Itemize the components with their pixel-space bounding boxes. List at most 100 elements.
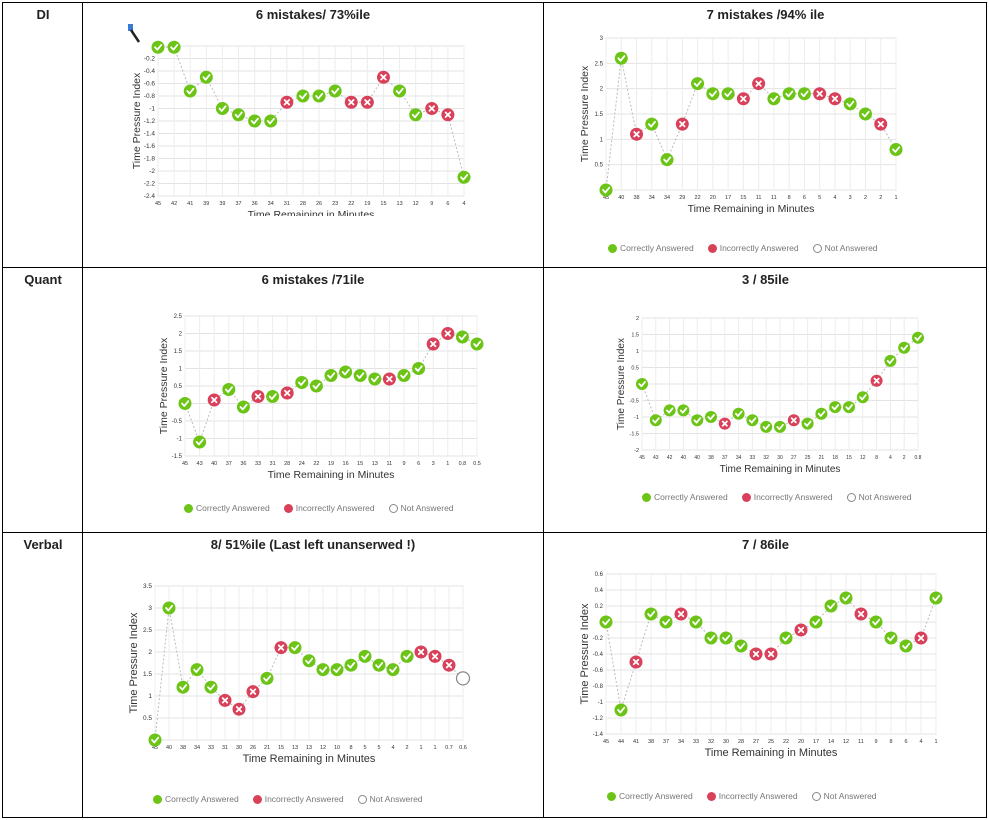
legend-label: Not Answered [369, 794, 423, 804]
legend-empty-circle-icon [388, 503, 398, 513]
point-circle [386, 663, 400, 677]
check-icon [800, 90, 809, 98]
x-tick-label: 13 [292, 745, 298, 751]
x-tick-label: 15 [278, 745, 284, 751]
point-circle [330, 663, 344, 677]
point-circle [912, 331, 924, 344]
x-tick-label: 43 [197, 461, 203, 467]
legend-empty-circle-icon [846, 492, 856, 502]
cross-icon [797, 626, 805, 634]
chart-legend: Correctly Answered Incorrectly Answered … [608, 243, 878, 253]
y-tick-label: 2.5 [595, 61, 604, 67]
x-tick-label: 0.5 [473, 461, 481, 467]
y-tick-label: -0.2 [144, 56, 156, 63]
chart-title: 3 / 85ile [742, 272, 789, 287]
point-circle [929, 591, 943, 605]
x-tick-label: 33 [750, 455, 756, 461]
correct-point [599, 615, 613, 629]
cross-icon [679, 120, 686, 128]
correct-point [358, 649, 372, 663]
check-icon [186, 87, 195, 95]
check-icon [319, 666, 328, 673]
correct-point [312, 89, 326, 103]
check-icon [151, 736, 160, 744]
x-tick-label: 28 [300, 201, 306, 207]
point-circle [295, 376, 309, 389]
correct-point [167, 40, 181, 54]
x-axis-label: Time Remaining in Minutes [268, 469, 395, 481]
x-tick-label: 5 [363, 745, 366, 751]
point-circle [353, 369, 367, 382]
incorrect-point [232, 702, 246, 716]
check-icon [776, 423, 784, 431]
correct-point [912, 331, 924, 344]
check-icon [679, 407, 688, 414]
correct-point [199, 70, 213, 84]
quant-chart-1: 2.521.510.50-0.5-1-1.5454340373633312824… [158, 314, 484, 481]
legend-cross-icon [283, 503, 293, 513]
y-tick-label: -1.2 [593, 716, 604, 722]
point-circle [266, 390, 280, 403]
point-circle [843, 401, 855, 414]
cross-icon [632, 658, 640, 666]
correct-point [898, 341, 911, 354]
correct-point [677, 404, 690, 417]
check-icon [831, 404, 840, 411]
y-tick-label: -2.2 [144, 181, 156, 188]
x-tick-label: 31 [222, 745, 228, 751]
x-tick-label: 4 [462, 201, 465, 207]
check-icon [782, 634, 791, 642]
x-tick-label: 5 [377, 745, 380, 751]
check-icon [817, 410, 826, 417]
chart-legend: Correctly Answered Incorrectly Answered … [607, 791, 877, 801]
x-tick-label: 20 [798, 739, 804, 745]
check-icon [647, 610, 656, 618]
x-tick-label: 1 [934, 739, 937, 745]
legend-empty-circle-icon [812, 243, 822, 253]
correct-point [248, 114, 262, 128]
correct-point [457, 170, 471, 184]
legend-incorrect: Incorrectly Answered [283, 503, 375, 513]
cross-icon [444, 111, 452, 118]
correct-point [260, 671, 274, 685]
cross-icon [254, 393, 262, 400]
y-tick-label: -0.5 [630, 399, 639, 405]
legend-empty-circle-icon [357, 794, 367, 804]
table-divider [82, 2, 83, 818]
x-tick-label: 33 [693, 739, 699, 745]
check-icon [333, 666, 342, 673]
legend-cross-icon [707, 243, 717, 253]
x-tick-label: 40 [694, 455, 700, 461]
correct-point [176, 680, 190, 694]
correct-point [372, 658, 386, 672]
correct-point [746, 414, 759, 427]
correct-point [843, 401, 855, 414]
point-circle [222, 383, 236, 396]
correct-point [884, 354, 897, 367]
row-label-di: DI [36, 7, 50, 22]
correct-point [797, 87, 811, 101]
point-circle [843, 97, 857, 111]
check-icon [299, 92, 308, 100]
point-circle [162, 601, 176, 615]
point-circle [779, 631, 793, 645]
point-circle [368, 372, 382, 386]
x-tick-label: 12 [413, 201, 419, 207]
y-axis-label: Time Pressure Index [128, 612, 140, 714]
y-tick-label: -1.4 [144, 131, 156, 138]
point-circle [167, 40, 181, 54]
y-tick-label: 1.5 [631, 333, 639, 339]
check-icon [859, 394, 867, 401]
point-circle [148, 733, 162, 747]
point-circle [644, 607, 658, 621]
legend-label: Incorrectly Answered [719, 243, 799, 253]
x-tick-label: 21 [264, 745, 270, 751]
check-icon [370, 375, 379, 383]
incorrect-point [414, 645, 428, 659]
x-tick-label: 4 [919, 739, 922, 745]
incorrect-point [854, 607, 868, 621]
x-tick-label: 41 [187, 201, 193, 207]
point-circle [767, 92, 781, 106]
incorrect-point [630, 127, 644, 141]
check-icon [666, 407, 674, 414]
